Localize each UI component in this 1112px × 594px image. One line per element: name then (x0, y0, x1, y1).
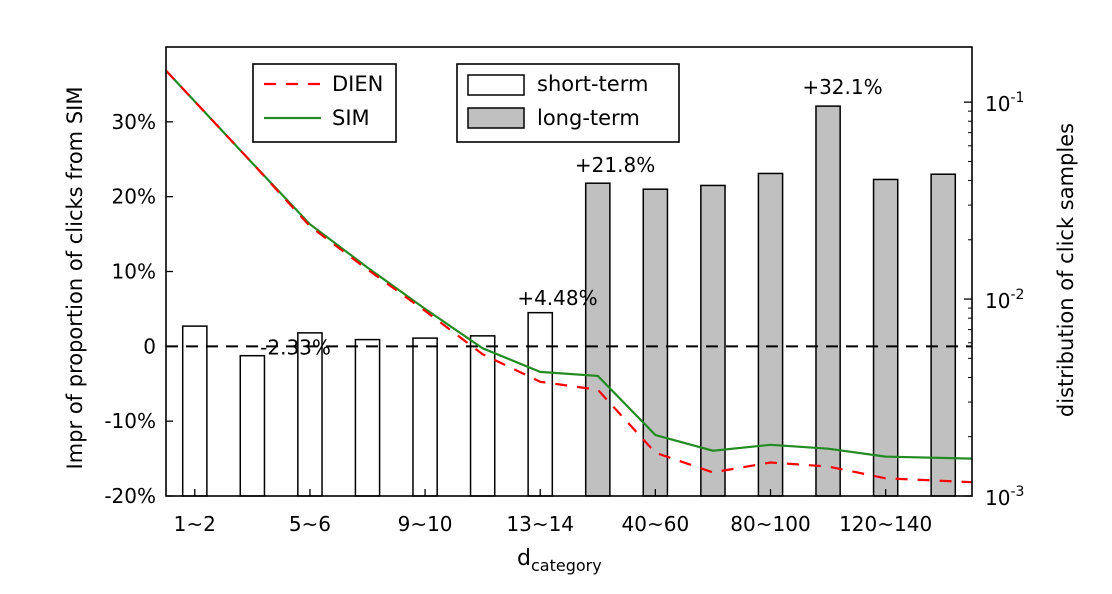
legend-lines: DIEN SIM (252, 63, 397, 143)
short-term-bar-6 (527, 311, 554, 497)
annotation-0: -2.33% (260, 336, 331, 360)
legend-short-term-swatch (467, 74, 525, 96)
left-tick-label-4: 20% (112, 185, 156, 209)
x-tick-label-1: 5~6 (289, 512, 331, 536)
short-term-bar-4 (412, 337, 438, 497)
long-term-bar-3 (757, 172, 784, 497)
ticks-layer: -20% -10% 0 10% 20% 30% 10-3 10-2 10-1 1~2 5~6 9~10… (104, 90, 1024, 536)
short-term-bar-1 (239, 354, 266, 497)
right-tick-label-2: 10-1 (985, 90, 1024, 116)
lines-layer (165, 69, 973, 484)
short-term-bar-5 (469, 335, 496, 497)
left-tick-label-3: 10% (112, 260, 156, 284)
x-tick-label-6: 120~140 (839, 512, 932, 536)
long-term-bar-5 (872, 178, 899, 497)
y-axis-label-left: Impr of proportion of clicks from SIM (63, 87, 87, 470)
legend-long-term-swatch (467, 107, 525, 129)
right-tick-label-0: 10-3 (985, 484, 1024, 510)
left-tick-label-1: -10% (104, 409, 156, 433)
long-term-bar-0 (584, 182, 611, 497)
short-term-bar-3 (354, 338, 381, 497)
x-tick-label-5: 80~100 (730, 512, 810, 536)
long-term-bar-1 (642, 188, 669, 497)
sim-line (165, 69, 973, 460)
x-axis-label: d (517, 546, 531, 571)
left-tick-label-0: -20% (104, 484, 156, 508)
annotation-3: +32.1% (802, 75, 882, 99)
long-term-bar-4 (815, 105, 841, 497)
dien-line (165, 69, 973, 484)
x-axis-label-subscript: category (531, 556, 602, 575)
x-tick-label-4: 40~60 (622, 512, 690, 536)
legend-sim-label: SIM (332, 106, 370, 130)
x-tick-label-2: 9~10 (398, 512, 453, 536)
annotation-2: +21.8% (575, 153, 655, 177)
right-tick-label-1: 10-2 (985, 287, 1024, 313)
left-tick-label-5: 30% (112, 110, 156, 134)
short-term-bar-0 (181, 325, 208, 497)
legend-long-term-label: long-term (537, 106, 640, 130)
bars-layer (181, 105, 957, 497)
legend-short-term-label: short-term (537, 72, 648, 96)
legend-lines-box (252, 63, 397, 143)
legend-dien-label: DIEN (332, 72, 383, 96)
left-tick-label-2: 0 (143, 334, 156, 358)
y-axis-label-right: distribution of click samples (1054, 123, 1078, 417)
annotation-1: +4.48% (517, 286, 597, 310)
long-term-bar-6 (930, 173, 957, 497)
legend-bars: short-term long-term (456, 63, 680, 143)
annotation-layer: -2.33% +4.48% +21.8% +32.1% (260, 75, 882, 359)
long-term-bar-2 (700, 184, 726, 497)
x-tick-label-3: 13~14 (506, 512, 574, 536)
x-tick-label-0: 1~2 (174, 512, 216, 536)
